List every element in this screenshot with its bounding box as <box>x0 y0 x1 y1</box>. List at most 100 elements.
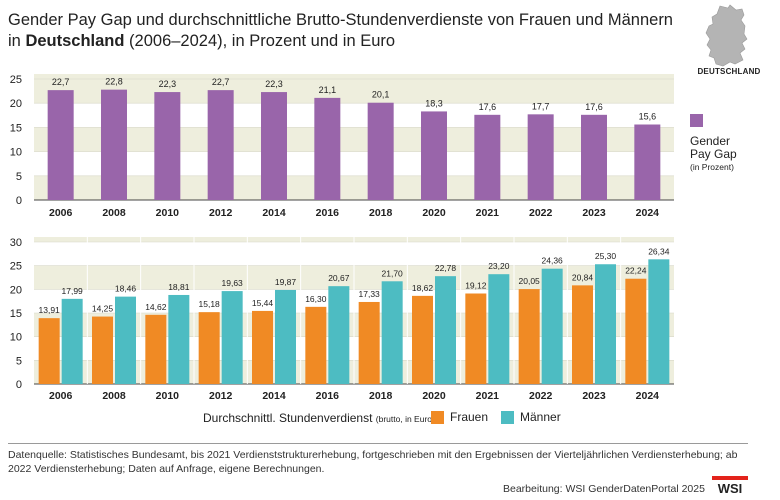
women-earnings-value-label: 13,91 <box>39 305 61 315</box>
wsi-logo-text: WSI <box>718 481 743 494</box>
men-earnings-bar <box>435 276 456 384</box>
women-earnings-bar <box>412 295 433 384</box>
men-earnings-bar <box>221 291 243 384</box>
pay-gap-bar <box>154 92 181 200</box>
footer-divider <box>8 443 748 444</box>
women-earnings-bar <box>358 301 380 384</box>
c1-ytick-label: 20 <box>10 98 22 110</box>
pay-gap-year-label: 2018 <box>369 207 393 219</box>
women-earnings-value-label: 22,24 <box>625 266 647 276</box>
title-country: Deutschland <box>25 32 125 50</box>
c1-band <box>34 79 674 104</box>
men-earnings-bar <box>541 268 563 384</box>
pay-gap-value-label: 15,6 <box>639 111 657 121</box>
earnings-year-label: 2016 <box>316 390 340 402</box>
women-earnings-bar <box>92 316 113 384</box>
men-earnings-value-label: 23,20 <box>488 261 510 271</box>
women-earnings-bar <box>198 312 220 384</box>
pay-gap-bar <box>47 90 74 200</box>
pay-gap-value-label: 22,8 <box>105 77 123 87</box>
pay-gap-bar <box>207 90 234 200</box>
earnings-year-label: 2014 <box>262 390 286 402</box>
men-earnings-value-label: 18,81 <box>168 282 190 292</box>
men-earnings-value-label: 26,34 <box>648 246 670 256</box>
pay-gap-legend-line1: Gender <box>690 134 731 148</box>
c2-ytick-label: 10 <box>10 332 22 344</box>
women-earnings-value-label: 14,62 <box>145 302 167 312</box>
title-line-2: in Deutschland (2006–2024), in Prozent u… <box>8 31 673 52</box>
title-prefix: in <box>8 32 26 50</box>
men-earnings-value-label: 21,70 <box>382 268 404 278</box>
women-earnings-bar <box>572 285 593 384</box>
men-earnings-bar <box>61 298 83 384</box>
pay-gap-bar <box>261 92 287 200</box>
pay-gap-year-label: 2012 <box>209 207 233 219</box>
earnings-year-label: 2008 <box>102 390 126 402</box>
women-earnings-bar <box>145 314 167 384</box>
women-earnings-bar <box>518 289 540 384</box>
women-earnings-bar <box>38 318 60 384</box>
pay-gap-bar <box>474 114 501 200</box>
pay-gap-year-label: 2022 <box>529 207 553 219</box>
earnings-year-label: 2006 <box>49 390 73 402</box>
pay-gap-legend-label: Gender Pay Gap <box>690 135 737 161</box>
pay-gap-value-label: 17,6 <box>585 102 603 112</box>
women-earnings-value-label: 18,62 <box>412 283 434 293</box>
men-earnings-value-label: 17,99 <box>62 286 84 296</box>
c1-ytick-label: 5 <box>16 171 22 183</box>
earnings-year-label: 2018 <box>369 390 393 402</box>
title-suffix: (2006–2024), in Prozent und in Euro <box>124 32 396 50</box>
earnings-legend-title: Durchschnittl. Stundenverdienst (brutto,… <box>203 411 435 425</box>
chart-title: Gender Pay Gap und durchschnittliche Bru… <box>8 10 673 52</box>
pay-gap-legend-unit: (in Prozent) <box>690 162 734 172</box>
men-earnings-bar <box>595 264 616 384</box>
pay-gap-value-label: 17,7 <box>532 101 550 111</box>
women-earnings-value-label: 17,33 <box>359 289 381 299</box>
pay-gap-swatch <box>690 114 703 127</box>
c1-ytick-label: 10 <box>10 147 22 159</box>
men-earnings-value-label: 18,46 <box>115 284 137 294</box>
women-earnings-value-label: 15,18 <box>199 299 221 309</box>
men-earnings-bar <box>328 286 350 384</box>
pay-gap-value-label: 22,7 <box>52 77 70 87</box>
earnings-year-label: 2024 <box>636 390 660 402</box>
pay-gap-bar <box>314 97 341 200</box>
title-line-1: Gender Pay Gap und durchschnittliche Bru… <box>8 11 673 29</box>
pay-gap-year-label: 2023 <box>582 207 606 219</box>
earnings-year-label: 2022 <box>529 390 553 402</box>
men-earnings-value-label: 20,67 <box>328 273 350 283</box>
pay-gap-value-label: 18,3 <box>425 98 443 108</box>
pay-gap-value-label: 20,1 <box>372 90 390 100</box>
c2-ytick-label: 15 <box>10 308 22 320</box>
earnings-year-label: 2021 <box>476 390 500 402</box>
wsi-logo: WSI <box>712 476 748 494</box>
women-earnings-value-label: 19,12 <box>465 280 487 290</box>
women-earnings-bar <box>625 278 647 384</box>
earnings-year-label: 2012 <box>209 390 233 402</box>
women-earnings-value-label: 20,05 <box>519 276 541 286</box>
men-swatch <box>501 411 514 425</box>
men-earnings-value-label: 24,36 <box>542 256 564 266</box>
c2-ytick-label: 5 <box>16 355 22 367</box>
women-swatch <box>431 411 444 425</box>
pay-gap-bar <box>367 102 394 200</box>
c1-ytick-label: 25 <box>10 74 22 86</box>
women-earnings-value-label: 16,30 <box>305 294 327 304</box>
women-earnings-bar <box>252 310 273 384</box>
men-earnings-value-label: 19,87 <box>275 277 297 287</box>
women-earnings-value-label: 15,44 <box>252 298 274 308</box>
men-earnings-bar <box>275 289 296 384</box>
men-earnings-value-label: 25,30 <box>595 251 617 261</box>
pay-gap-bar <box>581 114 607 200</box>
women-earnings-bar <box>305 306 327 384</box>
pay-gap-year-label: 2010 <box>156 207 180 219</box>
credit-note: Bearbeitung: WSI GenderDatenPortal 2025 <box>503 483 705 495</box>
earnings-year-label: 2010 <box>156 390 180 402</box>
pay-gap-bar <box>101 89 127 200</box>
pay-gap-chart: 0 5 10 15 20 25 22,7 22,8 22,3 22,7 22,3 21,1 20,1 1… <box>10 74 674 219</box>
pay-gap-bar <box>527 114 554 200</box>
pay-gap-value-label: 22,3 <box>159 79 177 89</box>
map-label: DEUTSCHLAND <box>697 67 761 76</box>
